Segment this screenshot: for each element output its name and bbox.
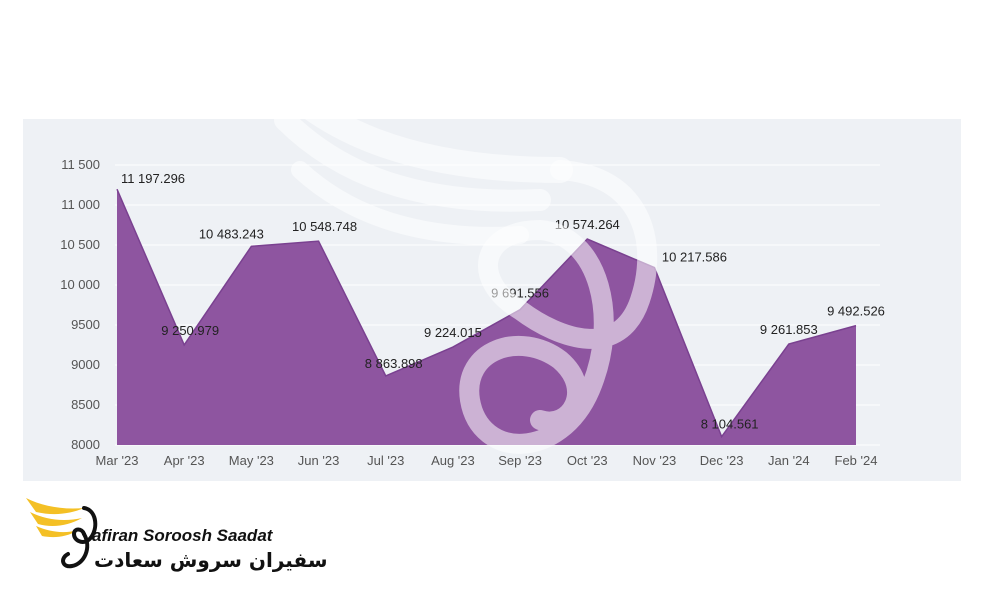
data-label: 11 197.296: [121, 171, 185, 186]
data-label: 10 574.264: [555, 217, 620, 232]
x-tick-label: Sep '23: [498, 453, 542, 468]
y-tick-label: 11 500: [61, 157, 100, 172]
x-tick-label: Apr '23: [164, 453, 205, 468]
y-tick-label: 9000: [71, 357, 100, 372]
y-tick-label: 10 000: [60, 277, 100, 292]
y-axis-ticks: 8000 8500 9000 9500 10 000 10 500 11 000 11 500: [60, 157, 100, 452]
y-tick-label: 10 500: [60, 237, 100, 252]
data-label: 10 483.243: [199, 226, 264, 241]
data-label: 9 691.556: [491, 286, 549, 301]
swan-wing-icon: [26, 498, 98, 569]
y-tick-label: 11 000: [61, 197, 100, 212]
data-label: 9 224.015: [424, 325, 482, 340]
x-tick-label: Mar '23: [96, 453, 139, 468]
x-axis-ticks: Mar '23 Apr '23 May '23 Jun '23 Jul '23 Aug '…: [96, 453, 878, 468]
data-label: 9 250.979: [161, 323, 219, 338]
x-tick-label: Jan '24: [768, 453, 810, 468]
y-tick-label: 8500: [71, 397, 100, 412]
x-tick-label: May '23: [229, 453, 274, 468]
x-tick-label: Dec '23: [700, 453, 744, 468]
area-series: [117, 189, 856, 445]
x-tick-label: Feb '24: [835, 453, 878, 468]
data-label: 10 548.748: [292, 219, 357, 234]
x-tick-label: Oct '23: [567, 453, 608, 468]
data-label: 9 492.526: [827, 304, 885, 319]
y-tick-label: 8000: [71, 437, 100, 452]
y-tick-label: 9500: [71, 317, 100, 332]
logo-text-fa: سفیران سروش سعادت: [94, 548, 328, 572]
x-tick-label: Aug '23: [431, 453, 475, 468]
data-label: 10 217.586: [662, 250, 727, 265]
data-label: 8 104.561: [701, 417, 759, 432]
data-label: 8 863.898: [365, 356, 423, 371]
x-tick-label: Jul '23: [367, 453, 404, 468]
data-label: 9 261.853: [760, 322, 818, 337]
logo-text-en: afiran Soroosh Saadat: [92, 526, 273, 545]
company-logo: afiran Soroosh Saadat سفیران سروش سعادت: [22, 492, 328, 582]
x-tick-label: Nov '23: [633, 453, 677, 468]
x-tick-label: Jun '23: [298, 453, 340, 468]
